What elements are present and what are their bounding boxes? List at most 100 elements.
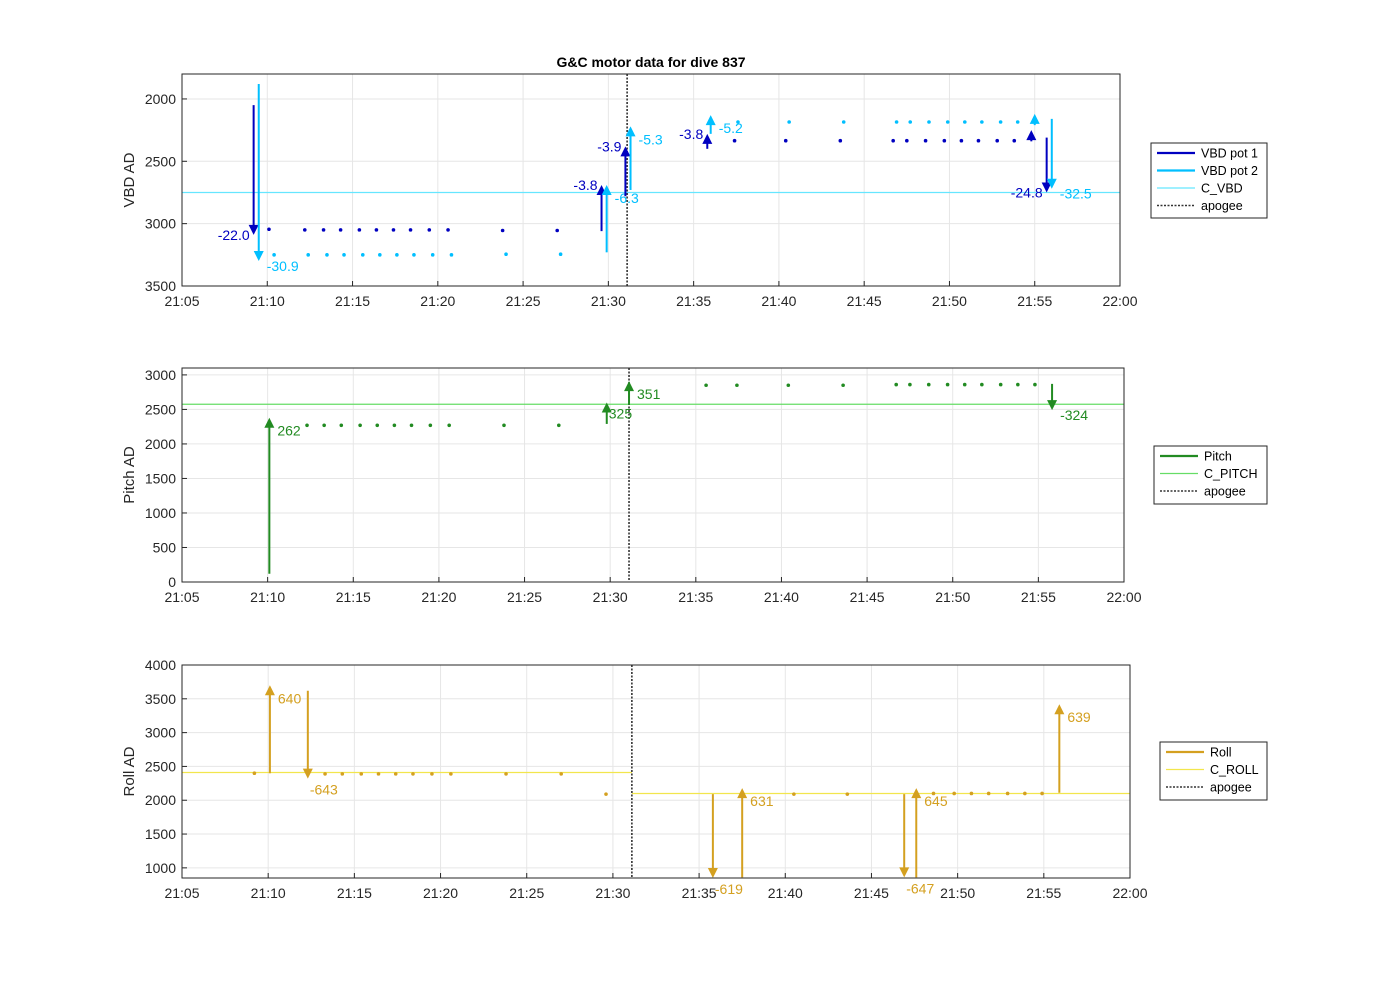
data-point bbox=[786, 383, 791, 388]
data-point bbox=[376, 772, 381, 776]
motor-move-arrow-head bbox=[707, 868, 718, 878]
data-point bbox=[267, 227, 271, 232]
y-tick-label: 2500 bbox=[145, 401, 176, 417]
x-tick-label: 21:30 bbox=[593, 589, 628, 605]
motor-move-label: 631 bbox=[750, 793, 774, 809]
x-tick-label: 21:50 bbox=[940, 885, 975, 901]
data-point bbox=[375, 423, 380, 428]
x-tick-label: 21:05 bbox=[164, 589, 199, 605]
motor-move-arrow-head bbox=[1041, 182, 1052, 193]
data-point bbox=[1005, 791, 1010, 796]
data-point bbox=[959, 138, 964, 143]
motor-move-label: -3.8 bbox=[573, 177, 597, 193]
motor-move-label: -5.3 bbox=[639, 131, 663, 147]
y-tick-label: 1000 bbox=[145, 505, 176, 521]
motor-move-arrow-head bbox=[253, 251, 264, 262]
chart-title: G&C motor data for dive 837 bbox=[556, 54, 745, 70]
motor-move-arrow-head bbox=[601, 184, 612, 195]
data-point bbox=[252, 771, 257, 775]
data-point bbox=[339, 423, 344, 428]
motor-move-arrow-head bbox=[911, 788, 922, 799]
legend-box bbox=[1150, 142, 1268, 219]
legend-label: C_PITCH bbox=[1204, 467, 1257, 481]
data-point bbox=[980, 120, 984, 124]
legend-label: Pitch bbox=[1204, 450, 1232, 464]
y-axis-label: Pitch AD bbox=[121, 446, 138, 504]
data-point bbox=[787, 120, 791, 124]
data-point bbox=[359, 772, 364, 776]
x-tick-label: 21:15 bbox=[335, 293, 370, 309]
y-tick-label: 500 bbox=[153, 539, 177, 555]
axes-frame bbox=[181, 367, 1125, 583]
x-tick-label: 21:50 bbox=[932, 293, 967, 309]
y-tick-label: 3000 bbox=[145, 725, 176, 741]
motor-move-arrow-head bbox=[264, 685, 275, 696]
data-point bbox=[894, 120, 899, 124]
motor-move-arrow-head bbox=[1026, 130, 1037, 141]
axes-frame bbox=[181, 664, 1131, 879]
data-point bbox=[430, 772, 434, 776]
data-point bbox=[378, 253, 382, 257]
data-point bbox=[894, 382, 899, 387]
motor-move-label: -643 bbox=[310, 782, 338, 798]
data-point bbox=[969, 791, 974, 796]
motor-move-label: -647 bbox=[906, 880, 934, 896]
data-point bbox=[952, 791, 956, 796]
data-point bbox=[1033, 382, 1037, 387]
y-tick-label: 2500 bbox=[145, 758, 176, 774]
data-point bbox=[395, 253, 399, 257]
y-tick-label: 3500 bbox=[145, 691, 176, 707]
legend-label: C_VBD bbox=[1201, 182, 1243, 196]
data-point bbox=[1016, 382, 1020, 387]
x-tick-label: 21:30 bbox=[591, 293, 626, 309]
motor-move-label: 351 bbox=[637, 386, 661, 402]
x-tick-label: 21:30 bbox=[595, 885, 630, 901]
y-tick-label: 1500 bbox=[145, 826, 176, 842]
data-point bbox=[963, 120, 967, 124]
data-point bbox=[391, 228, 396, 232]
data-point bbox=[447, 423, 451, 428]
x-tick-label: 21:45 bbox=[847, 293, 882, 309]
data-point bbox=[360, 253, 365, 257]
data-point bbox=[735, 383, 739, 388]
x-tick-label: 21:55 bbox=[1021, 589, 1056, 605]
x-tick-label: 21:20 bbox=[421, 589, 456, 605]
y-axis-label: VBD AD bbox=[121, 152, 138, 207]
data-point bbox=[792, 792, 796, 796]
motor-move-label: -30.9 bbox=[267, 258, 299, 274]
data-point bbox=[502, 423, 506, 428]
y-tick-label: 2500 bbox=[145, 153, 176, 169]
x-tick-label: 21:55 bbox=[1026, 885, 1061, 901]
y-tick-label: 1500 bbox=[145, 470, 176, 486]
data-point bbox=[500, 228, 505, 233]
motor-move-arrow-head bbox=[302, 768, 313, 779]
data-point bbox=[923, 138, 928, 143]
motor-move-label: -5.2 bbox=[719, 120, 743, 136]
x-tick-label: 22:00 bbox=[1112, 885, 1147, 901]
data-point bbox=[555, 228, 559, 233]
data-point bbox=[908, 382, 912, 387]
motor-move-label: -6.3 bbox=[615, 190, 639, 206]
data-point bbox=[838, 138, 843, 143]
data-point bbox=[604, 792, 608, 796]
x-tick-label: 21:50 bbox=[935, 589, 970, 605]
data-point bbox=[998, 120, 1003, 124]
data-point bbox=[504, 252, 508, 256]
data-point bbox=[340, 772, 345, 776]
legend-label: apogee bbox=[1204, 485, 1246, 499]
y-tick-label: 2000 bbox=[145, 436, 176, 452]
data-point bbox=[392, 423, 397, 428]
legend-label: VBD pot 1 bbox=[1201, 147, 1258, 161]
motor-move-arrow-head bbox=[620, 146, 631, 157]
x-tick-label: 21:20 bbox=[420, 293, 455, 309]
y-tick-label: 2000 bbox=[145, 792, 176, 808]
data-point bbox=[358, 423, 362, 428]
plot-area bbox=[182, 665, 1130, 878]
motor-move-label: -24.8 bbox=[1011, 184, 1043, 200]
x-tick-label: 21:15 bbox=[337, 885, 372, 901]
motor-move-arrow-head bbox=[1054, 704, 1065, 715]
data-point bbox=[841, 383, 845, 388]
data-point bbox=[559, 772, 563, 776]
motor-move-arrow-head bbox=[702, 133, 713, 144]
